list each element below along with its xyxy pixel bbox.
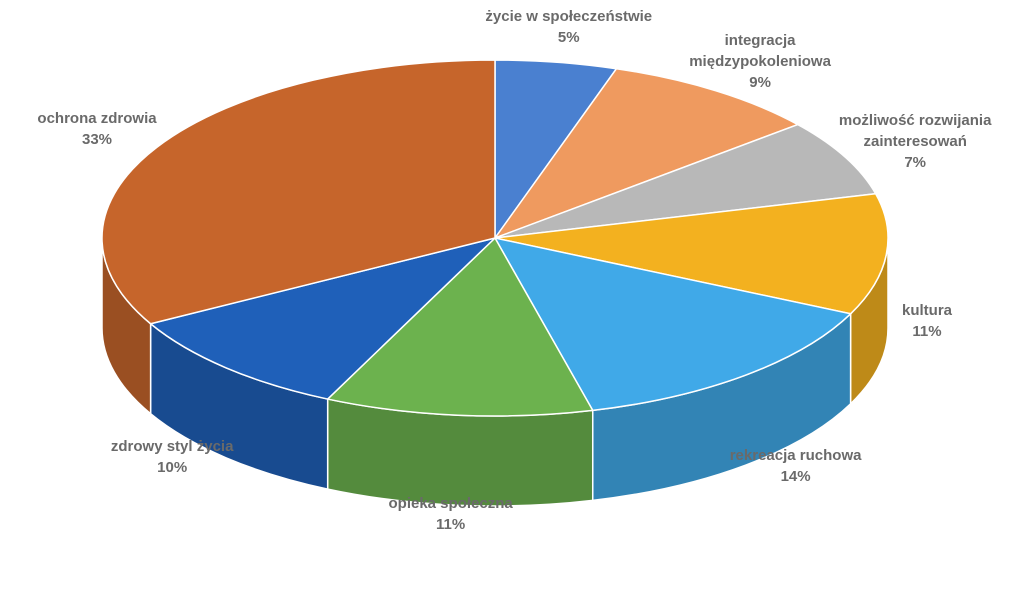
pie-slice [494,123,877,239]
slice-label: rekreacja ruchowa 14% [701,445,891,487]
pie-slice [492,67,800,240]
slice-name: możliwość rozwijania zainteresowań [838,111,992,150]
slice-label: integracja międzypokoleniowa 9% [665,30,855,93]
slice-percent: 14% [780,467,811,485]
slice-label: zdrowy styl życia 10% [77,436,267,478]
slice-percent: 10% [157,458,188,476]
pie-slice [493,236,853,412]
slice-label: kultura 11% [832,300,1022,342]
pie-slice [326,236,594,417]
slice-name: ochrona zdrowia [37,110,157,128]
slice-percent: 5% [557,29,580,47]
slice-percent: 33% [81,131,113,149]
slice-name: rekreacja ruchowa [729,446,862,464]
slice-label: możliwość rozwijania zainteresowań 7% [820,110,1010,173]
slice-name: integracja międzypokoleniowa [689,31,831,70]
slice-name: opieka społeczna [388,494,513,512]
slice-percent: 11% [436,515,466,533]
pie-slice [148,236,498,400]
slice-label: ochrona zdrowia 33% [2,108,192,150]
slice-percent: 7% [904,153,927,171]
slice-percent: 11% [912,323,942,341]
slice-label: opieka społeczna 11% [356,493,546,535]
slice-percent: 9% [749,73,771,91]
slice-label: życie w społeczeństwie 5% [474,6,664,48]
pie-slice [494,192,889,315]
slice-name: życie w społeczeństwie [485,8,653,26]
pie-slice [101,59,496,325]
slice-name: zdrowy styl życia [110,437,234,455]
slice-name: kultura [901,302,952,320]
